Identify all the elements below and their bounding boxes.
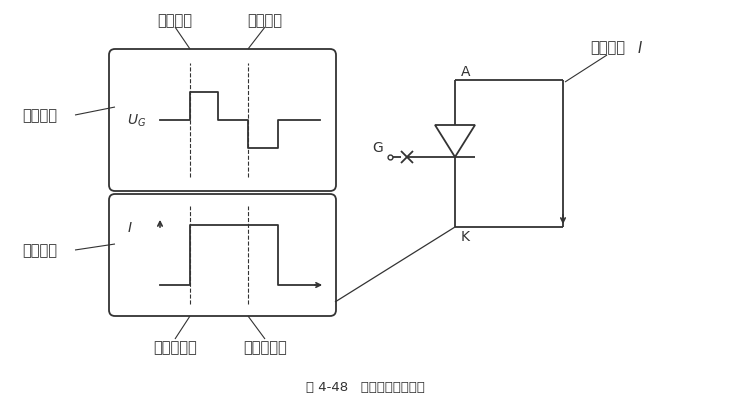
Text: 导通脉冲: 导通脉冲 xyxy=(158,13,193,28)
Text: G: G xyxy=(372,141,383,155)
FancyBboxPatch shape xyxy=(109,194,336,316)
Text: 导通电流: 导通电流 xyxy=(590,40,625,55)
FancyBboxPatch shape xyxy=(109,50,336,192)
Text: $U_G$: $U_G$ xyxy=(127,113,146,129)
Text: 导通电流: 导通电流 xyxy=(22,243,57,258)
Text: 晶闸管关断: 晶闸管关断 xyxy=(243,340,287,355)
Text: $I$: $I$ xyxy=(637,40,643,56)
Text: $I$: $I$ xyxy=(127,221,133,235)
Text: 关断脉冲: 关断脉冲 xyxy=(247,13,283,28)
Text: 晶闸管导通: 晶闸管导通 xyxy=(153,340,197,355)
Text: A: A xyxy=(461,65,471,79)
Text: K: K xyxy=(461,230,470,243)
Text: 图 4-48   可关断晶闸管原理: 图 4-48 可关断晶闸管原理 xyxy=(306,381,424,394)
Text: 控制电压: 控制电压 xyxy=(22,108,57,123)
